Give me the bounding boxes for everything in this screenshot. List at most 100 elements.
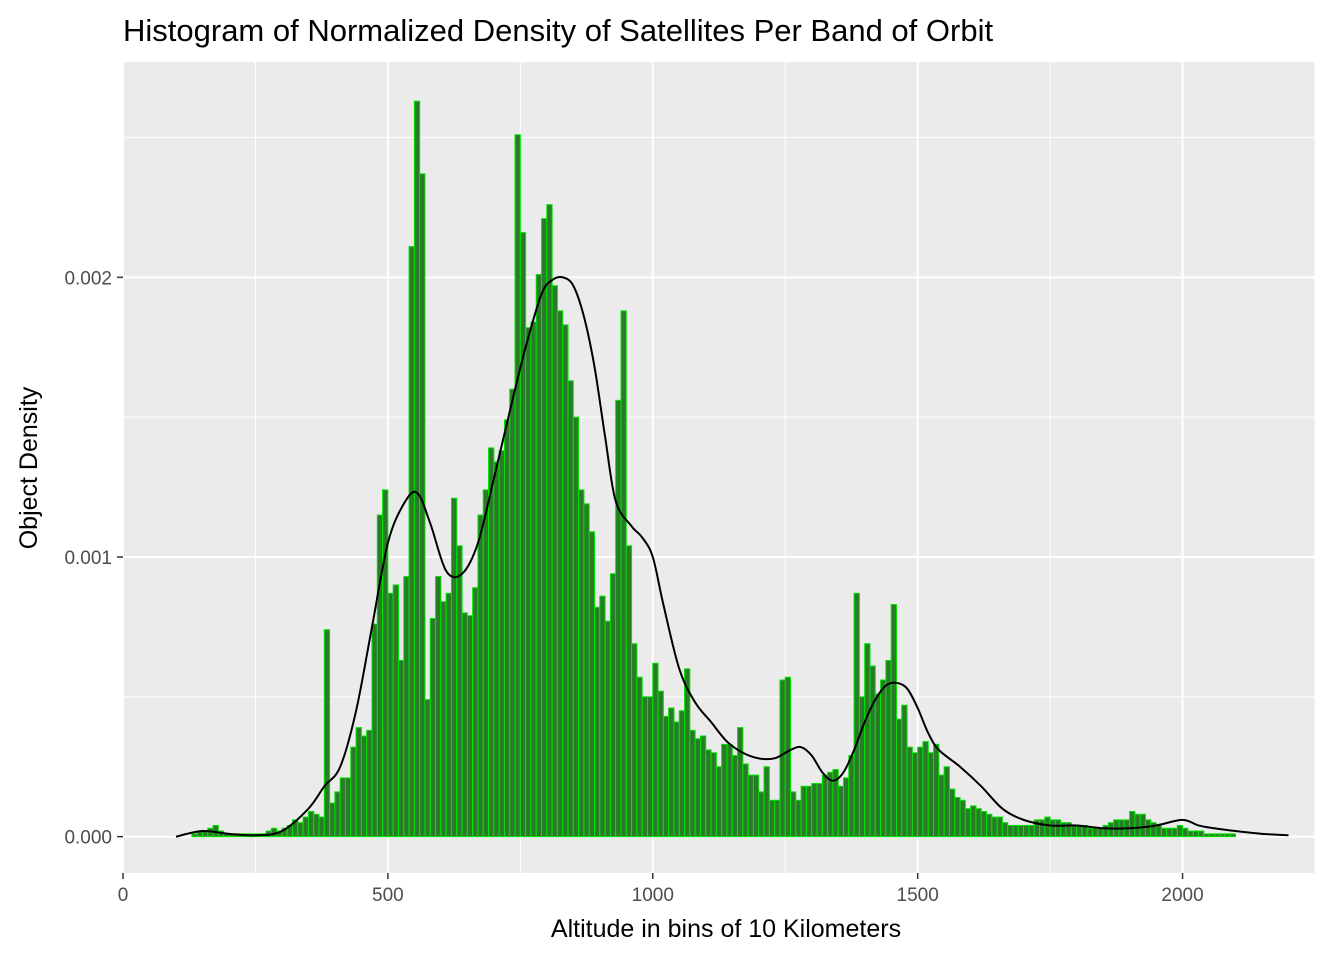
histogram-bar xyxy=(1182,827,1189,838)
histogram-bar xyxy=(922,741,929,838)
histogram-bar xyxy=(752,774,760,838)
histogram-bar xyxy=(599,595,606,838)
histogram-bar xyxy=(1203,833,1210,838)
histogram-bar xyxy=(408,246,415,838)
histogram-bar xyxy=(307,810,315,838)
histogram-bar xyxy=(493,461,500,838)
histogram-bar xyxy=(1176,824,1184,838)
histogram-bar xyxy=(837,785,844,838)
histogram-bar xyxy=(350,746,357,838)
histogram-bar xyxy=(503,419,511,838)
histogram-bar xyxy=(758,791,765,838)
chart-title: Histogram of Normalized Density of Satel… xyxy=(123,13,993,48)
histogram-bar xyxy=(376,514,384,838)
histogram-bar xyxy=(763,766,770,838)
histogram-bar xyxy=(567,380,574,838)
histogram-bar xyxy=(901,704,908,838)
y-tick-label: 0.001 xyxy=(64,548,112,569)
histogram-bar xyxy=(996,816,1003,838)
histogram-bar xyxy=(774,799,781,838)
histogram-bar xyxy=(874,693,882,838)
histogram-bar xyxy=(297,822,304,838)
histogram-bar xyxy=(816,783,823,838)
density-curve xyxy=(175,275,1289,838)
histogram-bar xyxy=(313,813,320,838)
histogram-bar xyxy=(514,134,521,838)
histogram-bar xyxy=(604,620,611,838)
histogram-bar xyxy=(657,690,664,838)
histogram-bar xyxy=(594,606,601,838)
histogram-bar xyxy=(1213,833,1221,838)
histogram-bar xyxy=(864,643,871,838)
histogram-bar xyxy=(964,808,972,838)
histogram-bar xyxy=(986,813,993,838)
x-tick-label: 1500 xyxy=(897,885,939,906)
histogram-bar xyxy=(853,592,860,838)
histogram-bar xyxy=(318,816,325,838)
histogram-bar xyxy=(1001,822,1009,838)
histogram-bar xyxy=(625,545,633,838)
histogram-bar xyxy=(1208,833,1215,838)
histogram-bar xyxy=(954,796,961,838)
y-axis-title: Object Density xyxy=(15,386,43,549)
histogram-bar xyxy=(694,738,701,838)
histogram-bar xyxy=(1097,827,1104,838)
histogram-bar xyxy=(572,416,580,838)
histogram-bar xyxy=(721,743,728,838)
histogram-bar xyxy=(848,755,855,838)
histogram-bar xyxy=(805,785,813,838)
histogram-bar xyxy=(1166,827,1173,838)
histogram-bar xyxy=(991,816,998,838)
histogram-bar xyxy=(1219,833,1226,838)
histogram-bar xyxy=(191,833,198,838)
histogram-bar xyxy=(429,618,437,838)
histogram-bar xyxy=(445,592,452,838)
histogram-bar xyxy=(1028,824,1035,838)
x-axis-title: Altitude in bins of 10 Kilometers xyxy=(551,915,901,943)
histogram-bar xyxy=(742,763,749,838)
histogram-bar xyxy=(339,777,347,838)
histogram-bar xyxy=(609,573,617,838)
histogram-bar xyxy=(1044,816,1051,838)
histogram-bar xyxy=(1102,824,1109,838)
histogram-bar xyxy=(1187,830,1194,838)
histogram-bar xyxy=(525,327,532,838)
histogram-bar xyxy=(334,791,341,838)
histogram-bar xyxy=(1076,824,1083,838)
histogram-bar xyxy=(360,735,368,838)
histogram-bar xyxy=(456,545,463,838)
histogram-bar xyxy=(779,679,786,838)
histogram-bar xyxy=(1229,833,1237,838)
histogram-bar xyxy=(371,623,378,838)
histogram-bar xyxy=(842,777,850,838)
histogram-bar xyxy=(811,783,818,838)
histogram-bar xyxy=(646,696,654,838)
histogram-bar xyxy=(1134,813,1141,838)
histogram-bar xyxy=(869,665,876,838)
histogram-bar xyxy=(450,497,458,838)
histogram-bar xyxy=(880,679,887,838)
histogram-bar xyxy=(636,676,643,838)
histogram-bar xyxy=(911,752,919,838)
histogram-bar xyxy=(488,447,495,838)
histogram-bar xyxy=(970,805,977,838)
plot-panel xyxy=(123,62,1315,873)
histogram-bar xyxy=(885,659,892,838)
histogram-bar xyxy=(1017,824,1025,838)
histogram-bar xyxy=(509,388,516,838)
histogram-bar xyxy=(673,721,680,838)
histogram-bar xyxy=(652,662,659,838)
histogram-bar xyxy=(933,743,940,838)
histogram-bar xyxy=(355,727,362,838)
histogram-bar xyxy=(906,746,913,838)
histogram-bar xyxy=(980,810,988,838)
x-tick-label: 500 xyxy=(372,885,404,906)
histogram-bar xyxy=(800,785,807,838)
histogram-bar xyxy=(631,643,638,838)
histogram-bar xyxy=(917,746,924,838)
histogram-bar xyxy=(387,592,394,838)
histogram-bar xyxy=(959,799,966,838)
histogram-bar xyxy=(715,766,723,838)
histogram-bar xyxy=(541,218,548,838)
